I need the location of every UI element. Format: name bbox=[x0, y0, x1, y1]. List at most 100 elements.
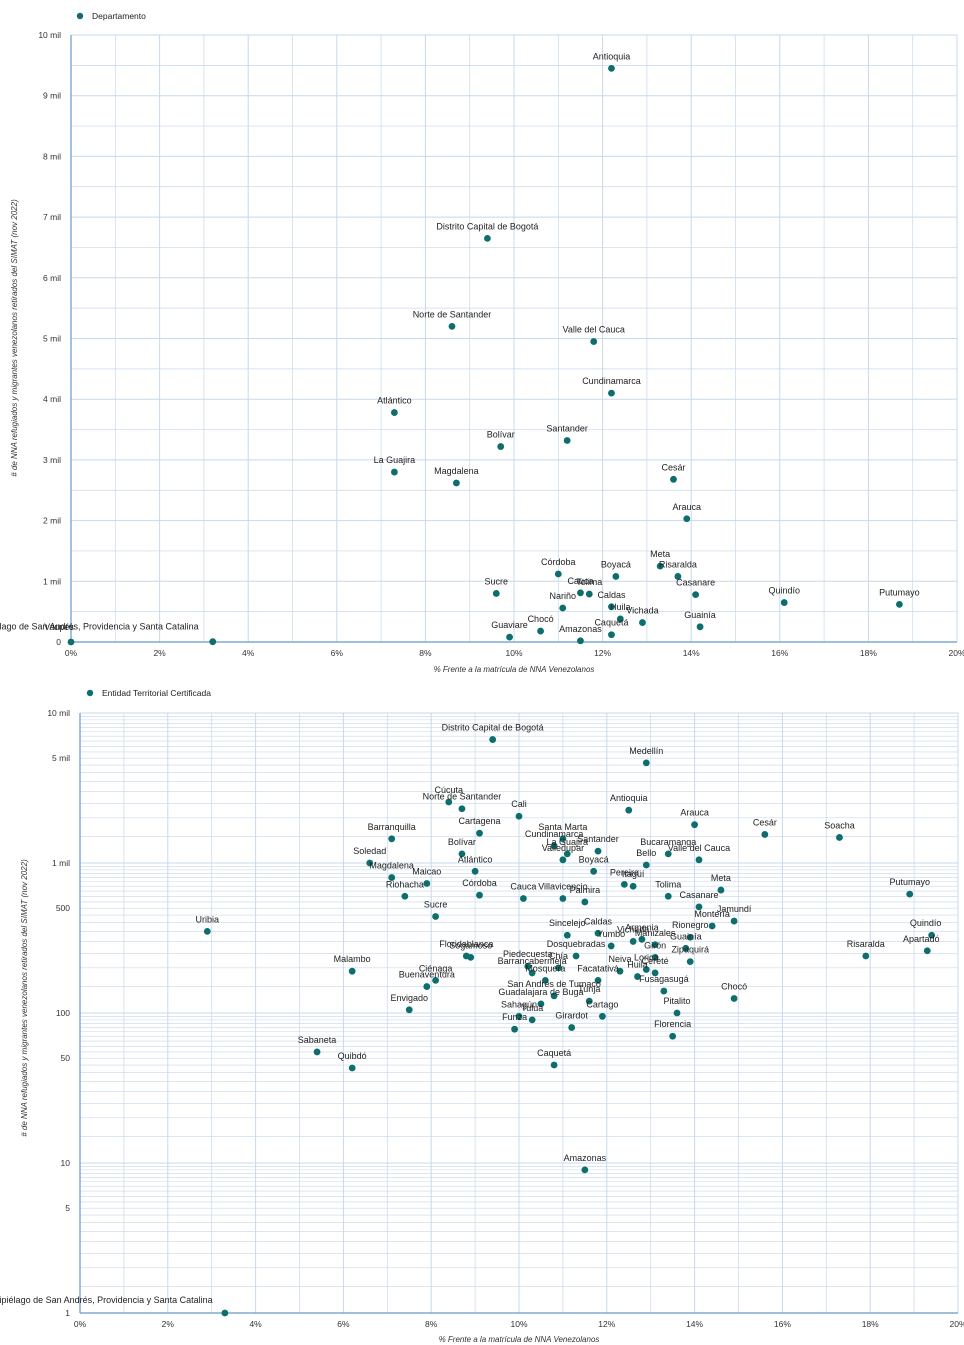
y-tick-label: 1 mil bbox=[43, 576, 61, 586]
x-tick-label: 2% bbox=[153, 648, 166, 658]
point-armenia bbox=[638, 935, 646, 943]
legend-label: Departamento bbox=[92, 11, 146, 21]
y-tick-label: 1 bbox=[65, 1308, 70, 1318]
point-label-putumayo: Putumayo bbox=[879, 587, 920, 597]
gridlines bbox=[79, 712, 959, 1314]
point-tolima bbox=[585, 590, 593, 598]
point-label-sahagun: Sahagún bbox=[501, 999, 537, 1009]
point-label-guainia: Guainía bbox=[684, 610, 716, 620]
x-tick-label: 14% bbox=[686, 1319, 703, 1329]
point-label-santander: Santander bbox=[577, 834, 619, 844]
point-santander bbox=[563, 437, 571, 444]
point-label-bolivar: Bolívar bbox=[448, 837, 476, 847]
point-guaviare bbox=[506, 633, 513, 641]
point-sogamoso bbox=[467, 953, 475, 961]
point-pereira bbox=[620, 881, 628, 888]
x-axis-title: % Frente a la matrícula de NNA Venezolan… bbox=[434, 665, 595, 674]
point-magdalena bbox=[453, 479, 460, 487]
point-label-cienaga: Ciénaga bbox=[419, 963, 453, 973]
point-villavicencio bbox=[559, 895, 567, 902]
y-tick-label: 10 bbox=[61, 1158, 71, 1168]
point-choco bbox=[537, 627, 544, 635]
point-tolima bbox=[664, 892, 672, 900]
point-boyaca bbox=[612, 573, 620, 580]
point-label-valle-del-cauca: Valle del Cauca bbox=[563, 325, 625, 335]
point-label-la-guajira: La Guajira bbox=[547, 837, 589, 847]
x-tick-label: 18% bbox=[860, 648, 877, 658]
point-label-riohacha: Riohacha bbox=[386, 879, 424, 889]
point-label-putumayo: Putumayo bbox=[889, 877, 930, 887]
point-label-bucaramanga: Bucaramanga bbox=[640, 837, 696, 847]
y-tick-label: 7 mil bbox=[43, 212, 61, 222]
point-label-palmira: Palmira bbox=[570, 885, 601, 895]
point-putumayo bbox=[896, 600, 903, 608]
point-casanare bbox=[692, 591, 700, 599]
point-barrancabermeja bbox=[528, 969, 536, 977]
point-label-cucuta: Cúcuta bbox=[434, 785, 463, 795]
point-label-magdalena: Magdalena bbox=[369, 861, 414, 871]
point-label-zipaquira: Zipaquirá bbox=[671, 945, 709, 955]
point-label-vichada: Vichada bbox=[626, 606, 658, 616]
point-malambo bbox=[348, 967, 356, 975]
point-uribia bbox=[203, 927, 211, 935]
point-sabaneta bbox=[313, 1048, 321, 1056]
point-label-sucre: Sucre bbox=[424, 899, 448, 909]
point-label-antioquia: Antioquia bbox=[593, 51, 631, 61]
point-label-risaralda: Risaralda bbox=[847, 939, 885, 949]
point-vichada bbox=[639, 619, 646, 626]
point-giron bbox=[651, 953, 659, 961]
point-cundinamarca bbox=[550, 842, 558, 850]
point-palmira bbox=[581, 898, 589, 906]
point-santander bbox=[594, 847, 602, 855]
point-label-cordoba: Córdoba bbox=[541, 557, 576, 567]
point-bolivar bbox=[458, 850, 466, 858]
y-tick-label: 10 mil bbox=[38, 30, 61, 40]
point-label-medellin: Medellín bbox=[629, 746, 663, 756]
point-casanare bbox=[695, 903, 703, 911]
point-label-guainia: Guainía bbox=[670, 931, 702, 941]
point-distrito-capital-de-bogota bbox=[489, 736, 497, 743]
point-label-distrito-capital-de-bogota: Distrito Capital de Bogotá bbox=[442, 723, 544, 733]
point-label-vaupes: Vaupés bbox=[44, 622, 74, 632]
point-label-archipielago-de-san-andres-providencia-y-santa-catalina: Archipiélago de San Andrés, Providencia … bbox=[0, 1295, 213, 1305]
axis-ticks: 0 1 mil 2 mil 3 mil 4 mil 5 mil 6 mil 7 mil 8 mi… bbox=[38, 30, 964, 658]
point-sucre bbox=[492, 590, 500, 597]
point-label-antioquia: Antioquia bbox=[610, 793, 648, 803]
point-label-barranquilla: Barranquilla bbox=[368, 822, 416, 832]
point-label-boyaca: Boyacá bbox=[601, 559, 631, 569]
point-arauca bbox=[683, 515, 691, 523]
point-label-cesar: Cesár bbox=[753, 817, 777, 827]
point-label-caqueta: Caquetá bbox=[537, 1048, 571, 1058]
point-cordoba bbox=[476, 891, 483, 899]
y-tick-label: 5 mil bbox=[52, 753, 70, 763]
point-medellin bbox=[642, 759, 650, 767]
y-tick-label: 0 bbox=[56, 637, 61, 647]
point-label-cordoba: Córdoba bbox=[462, 878, 497, 888]
point-label-itagui: Itagüí bbox=[622, 869, 645, 879]
point-label-soacha: Soacha bbox=[824, 820, 855, 830]
legend-label: Entidad Territorial Certificada bbox=[102, 688, 211, 698]
x-tick-label: 6% bbox=[331, 648, 344, 658]
point-sahagun bbox=[515, 1012, 523, 1020]
point-quindio bbox=[928, 931, 936, 939]
x-tick-label: 12% bbox=[594, 648, 611, 658]
point-monteria bbox=[708, 922, 716, 930]
y-tick-label: 4 mil bbox=[43, 394, 61, 404]
point-choco bbox=[730, 995, 738, 1002]
x-tick-label: 8% bbox=[419, 648, 432, 658]
x-tick-label: 0% bbox=[65, 648, 78, 658]
x-tick-label: 6% bbox=[337, 1319, 350, 1329]
point-vaupes bbox=[67, 638, 75, 646]
point-barranquilla bbox=[388, 835, 396, 843]
point-cerete bbox=[651, 969, 659, 977]
point-label-tolima: Tolima bbox=[655, 879, 681, 889]
point-cartagena bbox=[476, 829, 483, 837]
point-label-pereira: Pereira bbox=[610, 867, 639, 877]
legend: Departamento bbox=[76, 11, 146, 21]
point-label-dosquebradas: Dosquebradas bbox=[547, 939, 606, 949]
point-label-choco: Chocó bbox=[528, 614, 554, 624]
point-label-choco: Chocó bbox=[721, 981, 747, 991]
point-label-yumbo: Yumbo bbox=[597, 929, 625, 939]
point-label-atlantico: Atlántico bbox=[458, 854, 493, 864]
